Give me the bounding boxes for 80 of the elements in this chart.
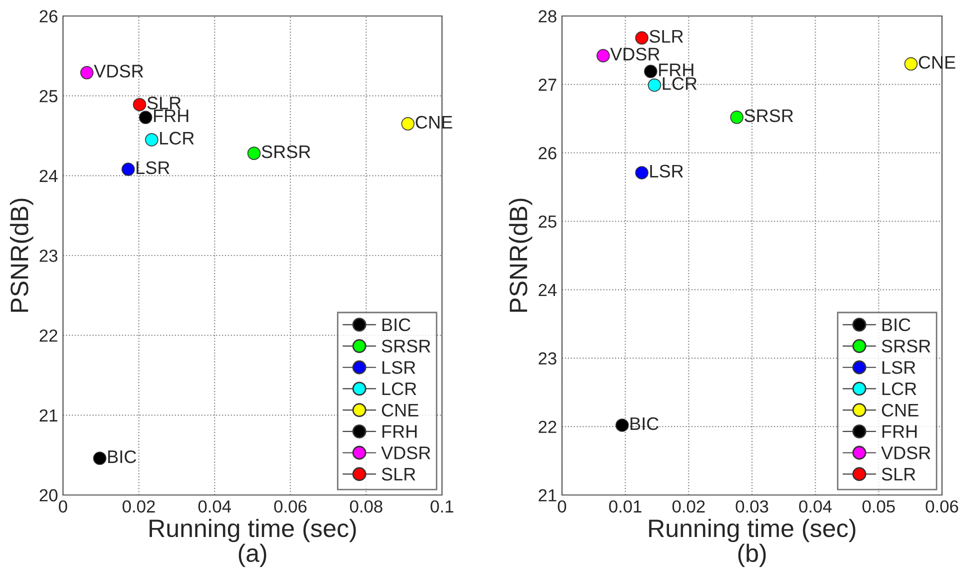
legend-label: BIC — [882, 318, 910, 332]
legend-label: VDSR — [881, 446, 930, 460]
text: (b) — [738, 544, 766, 567]
x-axis-title: Running time (sec) — [150, 518, 356, 542]
annotation: LSR — [650, 164, 684, 178]
annotation: BIC — [108, 450, 136, 464]
x-tick-label: 0.02 — [122, 500, 155, 513]
x-tick-label: 0.01 — [609, 500, 642, 513]
annotation: SRSR — [262, 145, 310, 158]
y-tick-label: 20 — [40, 489, 58, 502]
annotation: LCR — [662, 77, 697, 90]
point — [596, 49, 610, 62]
point — [122, 162, 135, 176]
point — [401, 117, 415, 130]
legend-label: CNE — [882, 404, 918, 417]
point — [247, 146, 261, 160]
annotation: BIC — [630, 417, 659, 430]
legend-label: FRH — [382, 425, 417, 438]
point — [132, 98, 146, 112]
x-tick-label: 0 — [58, 500, 68, 513]
text: (a) — [238, 544, 266, 567]
point — [93, 452, 106, 465]
legend-label: LCR — [882, 382, 916, 396]
y-axis-title: PSNR(dB) — [10, 198, 34, 312]
y-tick-label: 24 — [538, 284, 557, 296]
legend-label: LSR — [882, 361, 916, 374]
legend-label: SLR — [382, 468, 416, 481]
annotation: VDSR — [94, 64, 144, 78]
legend-label: FRH — [882, 425, 917, 438]
point — [635, 31, 648, 45]
legend-label: BIC — [382, 318, 410, 332]
point — [138, 110, 152, 124]
point — [145, 133, 158, 146]
annotation: LCR — [160, 132, 194, 145]
y-tick-label: 22 — [40, 330, 58, 342]
legend-label: CNE — [382, 404, 418, 417]
point — [730, 110, 744, 124]
x-tick-label: 0.03 — [736, 500, 768, 513]
y-tick-label: 24 — [40, 170, 58, 182]
x-tick-label: 0 — [558, 500, 566, 513]
point — [635, 166, 648, 180]
y-tick-label: 21 — [538, 489, 556, 502]
y-axis-title: PSNR(dB) — [508, 198, 532, 312]
y-tick-label: 25 — [538, 215, 556, 228]
x-tick-label: 0.08 — [350, 500, 382, 513]
y-tick-label: 23 — [40, 250, 58, 262]
point — [904, 57, 918, 71]
x-tick-label: 0.05 — [862, 500, 895, 513]
x-tick-label: 0.1 — [430, 500, 454, 513]
legend-label: SLR — [882, 468, 916, 481]
annotation: SRSR — [744, 109, 794, 122]
y-tick-label: 26 — [538, 147, 556, 160]
point — [644, 64, 658, 78]
legend-label: LCR — [382, 382, 416, 396]
y-tick-label: 28 — [538, 10, 556, 22]
annotation: LSR — [136, 161, 170, 174]
y-tick-label: 23 — [538, 352, 556, 365]
x-axis-title: Running time (sec) — [649, 518, 856, 542]
y-tick-label: 27 — [538, 78, 556, 91]
annotation: SLR — [147, 96, 181, 110]
annotation: VDSR — [610, 48, 660, 61]
x-tick-label: 0.02 — [672, 500, 705, 513]
annotation: FRH — [154, 110, 188, 122]
y-tick-label: 25 — [40, 90, 58, 102]
annotation: FRH — [659, 64, 694, 76]
point — [80, 66, 94, 80]
x-tick-label: 0.04 — [198, 500, 231, 513]
legend-label: SRSR — [382, 340, 430, 353]
legend-label: SRSR — [882, 340, 930, 353]
x-tick-label: 0.06 — [926, 500, 958, 513]
y-tick-label: 21 — [40, 409, 58, 422]
x-tick-label: 0.06 — [274, 500, 307, 513]
point — [648, 78, 662, 92]
y-tick-label: 26 — [40, 10, 58, 22]
y-tick-label: 22 — [538, 420, 556, 433]
legend-label: LSR — [382, 361, 416, 374]
annotation: SLR — [650, 30, 684, 43]
x-tick-label: 0.04 — [799, 500, 832, 513]
legend-label: VDSR — [381, 446, 430, 460]
point — [616, 418, 629, 432]
